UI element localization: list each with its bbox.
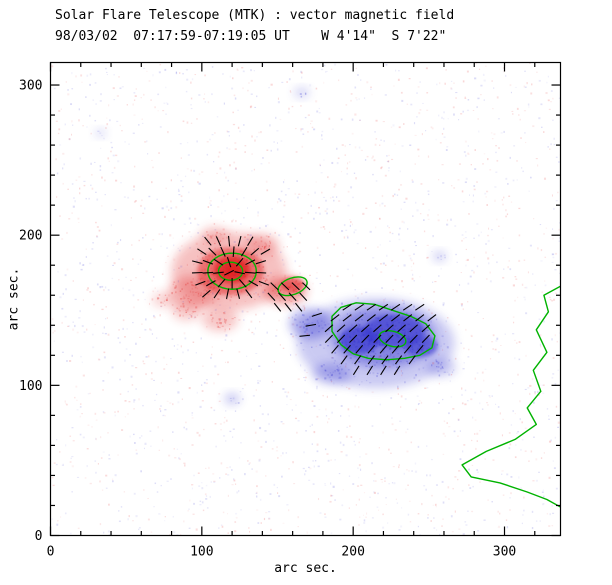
plot-area (51, 62, 561, 536)
noise-layer (51, 62, 561, 536)
y-tick-label: 100 (19, 379, 42, 394)
y-axis-label: arc sec. (6, 267, 22, 331)
x-tick-label: 200 (341, 545, 364, 560)
x-tick-label: 0 (47, 545, 55, 560)
plot-title: Solar Flare Telescope (MTK) : vector mag… (55, 8, 455, 23)
y-tick-label: 0 (35, 529, 43, 544)
y-tick-label: 200 (19, 229, 42, 244)
x-axis-label: arc sec. (274, 561, 337, 576)
y-tick-label: 300 (19, 79, 42, 94)
x-tick-label: 300 (493, 545, 516, 560)
x-tick-label: 100 (190, 545, 213, 560)
field-regions-layer (95, 88, 457, 405)
plot-subtitle: 98/03/02 07:17:59-07:19:05 UT W 4'14" S … (55, 29, 447, 44)
axes-layer: 0 100 200 300 0 100 200 300 (19, 61, 562, 560)
contour-layer (207, 252, 561, 508)
vector-layer (191, 235, 437, 376)
